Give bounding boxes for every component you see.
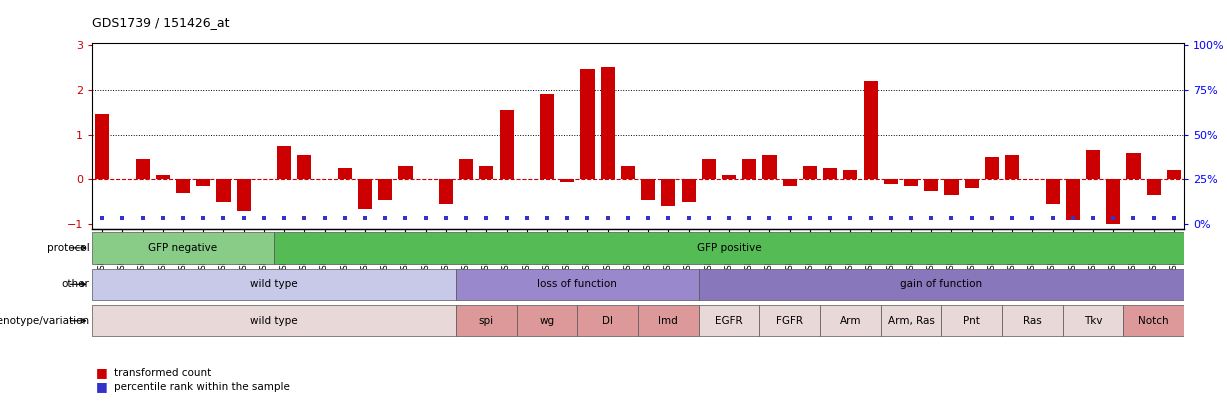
Bar [378,179,393,200]
Text: GDS1739 / 151426_at: GDS1739 / 151426_at [92,16,229,29]
Bar [1126,153,1141,179]
Bar [456,305,517,337]
Bar [864,81,877,179]
Bar [297,155,312,179]
Bar [1066,179,1080,220]
Bar [640,179,655,200]
Bar [92,232,274,264]
Text: other: other [61,279,90,289]
Text: Notch: Notch [1139,316,1169,326]
Bar [175,179,190,193]
Bar [698,305,760,337]
Bar [1002,305,1063,337]
Bar [661,179,675,207]
Text: Pnt: Pnt [963,316,980,326]
Bar [517,305,578,337]
Bar [681,179,696,202]
Bar [698,269,1184,300]
Text: protocol: protocol [47,243,90,253]
Bar [1045,179,1060,204]
Bar [358,179,372,209]
Bar [924,179,939,191]
Bar [760,305,820,337]
Bar [638,305,698,337]
Bar [337,168,352,179]
Text: Arm, Ras: Arm, Ras [887,316,935,326]
Bar [274,232,1184,264]
Bar [561,179,574,182]
Bar [843,171,858,179]
Bar [216,179,231,202]
Text: wild type: wild type [250,279,298,289]
Text: Ras: Ras [1023,316,1042,326]
Bar [399,166,412,179]
Bar [1005,155,1020,179]
Bar [820,305,881,337]
Bar [499,110,514,179]
Bar [1063,305,1124,337]
Bar [1124,305,1184,337]
Text: wild type: wild type [250,316,298,326]
Bar [964,179,979,188]
Text: Arm: Arm [839,316,861,326]
Bar [802,166,817,179]
Text: GFP negative: GFP negative [148,243,217,253]
Text: percentile rank within the sample: percentile rank within the sample [114,382,290,392]
Bar [1107,179,1120,224]
Bar [277,146,291,179]
Text: loss of function: loss of function [537,279,617,289]
Bar [1167,171,1182,179]
Bar [196,179,210,186]
Bar [601,67,615,179]
Text: spi: spi [479,316,494,326]
Text: transformed count: transformed count [114,368,211,377]
Bar [1086,150,1101,179]
Bar [540,94,555,179]
Bar [762,155,777,179]
Bar [237,179,250,211]
Bar [92,269,456,300]
Text: FGFR: FGFR [777,316,804,326]
Text: wg: wg [540,316,555,326]
Text: GFP positive: GFP positive [697,243,762,253]
Text: gain of function: gain of function [901,279,983,289]
Text: Dl: Dl [602,316,614,326]
Text: Imd: Imd [659,316,679,326]
Text: EGFR: EGFR [715,316,742,326]
Bar [721,175,736,179]
Bar [702,159,715,179]
Bar [459,159,474,179]
Bar [904,179,918,186]
Bar [783,179,796,186]
Text: Tkv: Tkv [1083,316,1102,326]
Bar [945,179,958,195]
Bar [94,114,109,179]
Bar [621,166,636,179]
Bar [439,179,453,204]
Bar [578,305,638,337]
Bar [456,269,698,300]
Bar [580,70,595,179]
Bar [985,157,999,179]
Bar [881,305,941,337]
Bar [92,305,456,337]
Text: ■: ■ [96,366,108,379]
Bar [742,159,756,179]
Bar [1147,179,1161,195]
Text: ■: ■ [96,380,108,393]
Bar [941,305,1002,337]
Bar [156,175,169,179]
Bar [480,166,493,179]
Bar [883,179,898,184]
Text: genotype/variation: genotype/variation [0,316,90,326]
Bar [135,159,150,179]
Bar [823,168,837,179]
